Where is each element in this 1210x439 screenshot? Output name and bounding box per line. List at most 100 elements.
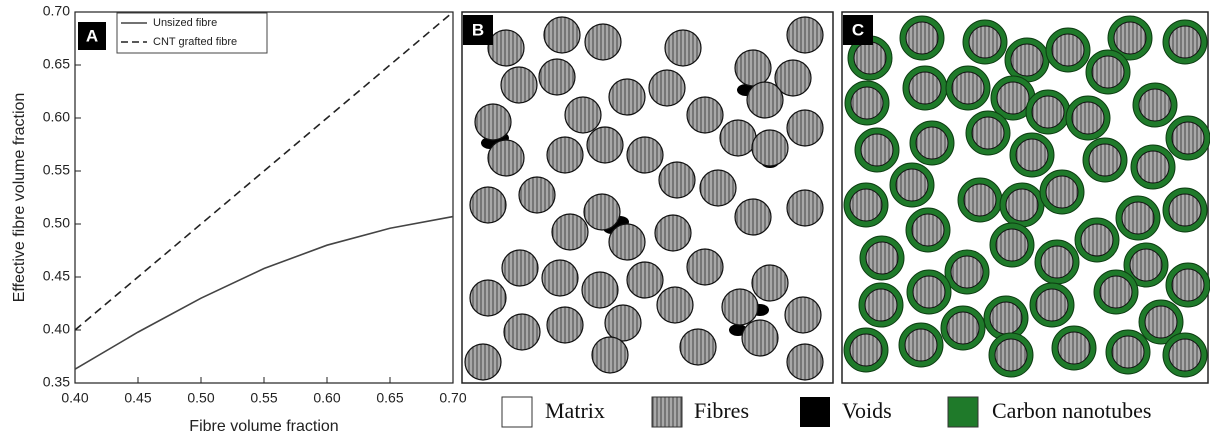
legend-text: Carbon nanotubes <box>992 398 1151 423</box>
fibre <box>546 306 584 344</box>
fibre <box>1121 201 1155 235</box>
y-tick-label: 0.40 <box>43 321 70 337</box>
fibre <box>908 71 942 105</box>
fibre <box>658 161 696 199</box>
fibre <box>564 96 602 134</box>
fibre <box>1015 138 1049 172</box>
fibre <box>996 81 1030 115</box>
panel-label: C <box>852 20 864 39</box>
fibre <box>1168 193 1202 227</box>
fibre <box>1111 335 1145 369</box>
legend-swatch <box>501 396 533 428</box>
fibre <box>786 343 824 381</box>
fibre <box>1113 21 1147 55</box>
fibre <box>786 109 824 147</box>
data-line <box>74 11 454 331</box>
panel-label: A <box>86 26 98 45</box>
fibre <box>849 188 883 222</box>
fibre <box>543 16 581 54</box>
panel-label-box <box>463 15 493 45</box>
fibre <box>915 126 949 160</box>
fibre <box>721 288 759 326</box>
fibre <box>1088 143 1122 177</box>
legend-swatch <box>651 396 683 428</box>
fibre <box>648 69 686 107</box>
fibre <box>746 81 784 119</box>
fibre <box>469 186 507 224</box>
fibre <box>474 103 512 141</box>
fibre <box>751 129 789 167</box>
fibre <box>608 223 646 261</box>
fibre <box>1144 305 1178 339</box>
fibre <box>584 23 622 61</box>
fibre <box>1071 101 1105 135</box>
fibre <box>912 275 946 309</box>
fibre <box>654 214 692 252</box>
fibre <box>719 119 757 157</box>
fibre <box>1099 275 1133 309</box>
fibre <box>865 241 899 275</box>
fibre <box>1031 95 1065 129</box>
fibre <box>1171 121 1205 155</box>
panel-label: B <box>472 20 484 39</box>
fibre <box>604 304 642 342</box>
fibre <box>1057 331 1091 365</box>
fibre <box>626 136 664 174</box>
x-tick-label: 0.70 <box>439 390 466 406</box>
fibre <box>1091 55 1125 89</box>
y-tick-label: 0.45 <box>43 268 70 284</box>
fibre <box>849 333 883 367</box>
fibre <box>905 21 939 55</box>
fibre <box>1005 188 1039 222</box>
fibre <box>626 261 664 299</box>
fibre <box>686 248 724 286</box>
fibre <box>1171 268 1205 302</box>
fibre <box>971 116 1005 150</box>
fibre <box>608 78 646 116</box>
fibre <box>734 49 772 87</box>
fibre <box>501 249 539 287</box>
fibre <box>1040 245 1074 279</box>
x-tick-label: 0.40 <box>61 390 88 406</box>
y-tick-label: 0.60 <box>43 109 70 125</box>
legend-text: Fibres <box>694 398 749 423</box>
fibre <box>1129 248 1163 282</box>
legend-swatch <box>800 397 830 427</box>
legend-text: CNT grafted fibre <box>153 36 237 48</box>
fibre <box>1080 223 1114 257</box>
fibre <box>1138 88 1172 122</box>
fibre <box>1035 288 1069 322</box>
fibre <box>860 133 894 167</box>
fibre <box>784 296 822 334</box>
fibre <box>699 169 737 207</box>
fibre <box>968 25 1002 59</box>
fibre <box>686 96 724 134</box>
fibre <box>469 279 507 317</box>
fibre <box>656 286 694 324</box>
fibre <box>503 313 541 351</box>
panel-label-box <box>843 15 873 45</box>
fibre <box>586 126 624 164</box>
x-tick-label: 0.65 <box>376 390 403 406</box>
fibre <box>538 58 576 96</box>
fibre <box>664 29 702 67</box>
fibre <box>751 264 789 302</box>
fibre <box>1136 150 1170 184</box>
fibre <box>487 139 525 177</box>
fibre <box>487 29 525 67</box>
y-tick-label: 0.50 <box>43 215 70 231</box>
fibre <box>551 213 589 251</box>
fibre <box>963 183 997 217</box>
fibre <box>518 176 556 214</box>
x-tick-label: 0.45 <box>124 390 151 406</box>
y-tick-label: 0.55 <box>43 162 70 178</box>
fibre <box>786 16 824 54</box>
x-axis-label: Fibre volume fraction <box>189 418 338 435</box>
x-tick-label: 0.50 <box>187 390 214 406</box>
fibre <box>1051 33 1085 67</box>
legend-text: Matrix <box>545 398 605 423</box>
fibre <box>995 228 1029 262</box>
fibre <box>951 71 985 105</box>
fibre <box>850 86 884 120</box>
x-tick-label: 0.60 <box>313 390 340 406</box>
